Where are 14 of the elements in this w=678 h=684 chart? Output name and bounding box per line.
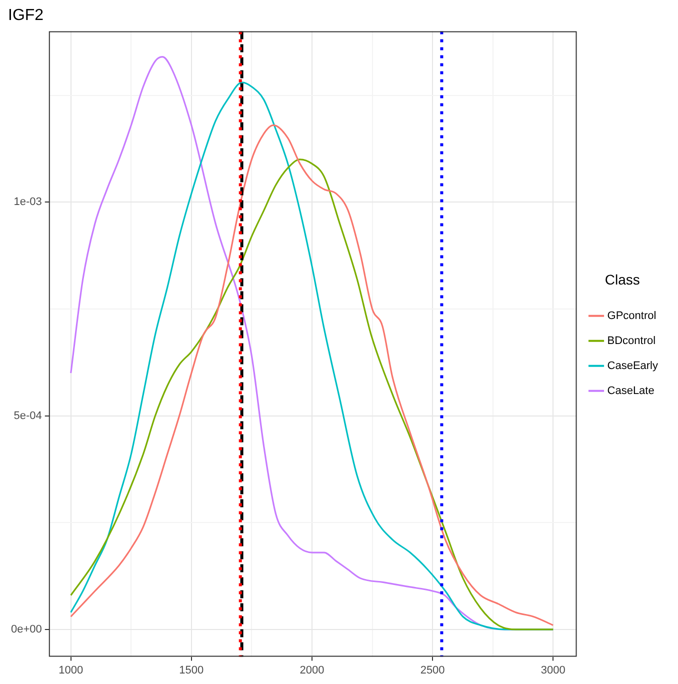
legend-title: Class — [604, 271, 640, 288]
chart-title: IGF2 — [8, 7, 44, 24]
legend-label: GPcontrol — [607, 310, 656, 322]
x-tick-label: 1000 — [58, 664, 84, 676]
legend-label: BDcontrol — [607, 334, 656, 347]
legend-label: CaseEarly — [607, 360, 658, 372]
y-tick-label: 1e-03 — [14, 196, 42, 208]
x-tick-label: 2500 — [420, 664, 445, 676]
y-tick-label: 5e-04 — [14, 410, 42, 422]
x-tick-label: 1500 — [179, 664, 204, 676]
x-tick-label: 2000 — [300, 664, 324, 676]
x-tick-label: 3000 — [540, 664, 566, 676]
y-tick-label: 0e+00 — [10, 623, 42, 636]
legend-label: CaseLate — [607, 384, 654, 397]
